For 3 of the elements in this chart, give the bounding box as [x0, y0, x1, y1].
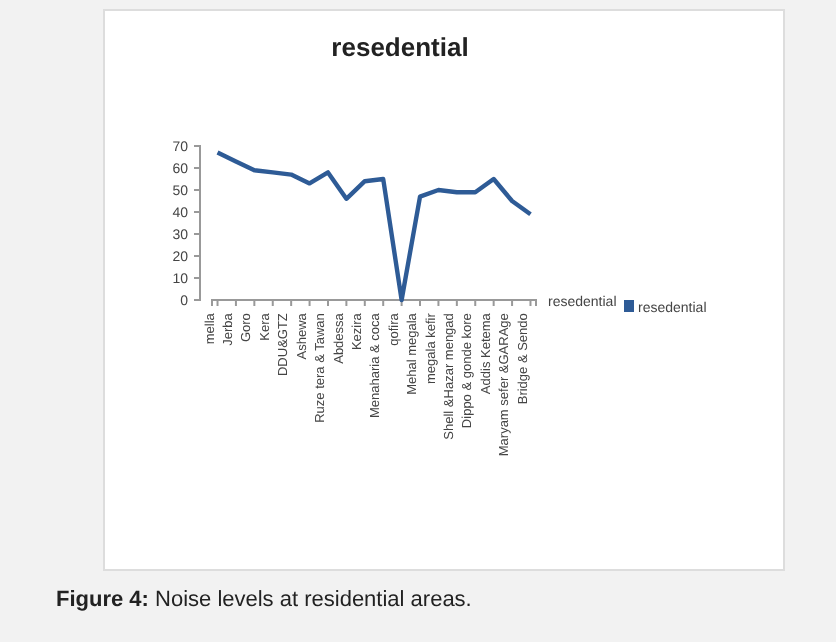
caption: Figure 4: Noise levels at residential areas.: [56, 588, 472, 612]
chart-title: resedential: [331, 32, 469, 62]
line-series: [215, 150, 533, 303]
